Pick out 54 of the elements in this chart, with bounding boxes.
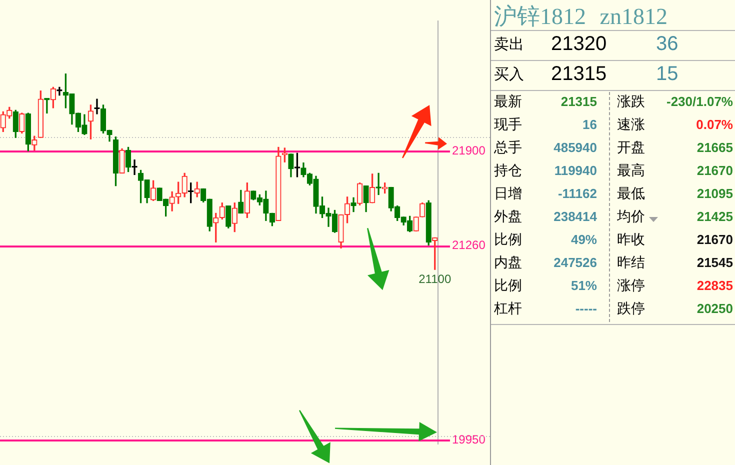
- text: 速涨: [617, 116, 645, 134]
- text: 比例: [494, 277, 522, 295]
- text: 21315: [551, 63, 607, 86]
- text: 16: [582, 117, 597, 132]
- text: 昨结: [617, 254, 645, 272]
- annotation: 21100: [418, 272, 452, 286]
- text: 119940: [554, 163, 597, 178]
- text: -230/1.07%: [666, 94, 733, 109]
- text: 涨停: [617, 277, 645, 295]
- text: 最高: [617, 162, 645, 180]
- text: 开盘: [617, 139, 645, 157]
- text: 21425: [696, 209, 733, 224]
- text: 21095: [696, 186, 733, 201]
- text: 最新: [494, 93, 522, 111]
- text: 外盘: [494, 208, 522, 226]
- text: 沪锌1812 zn1812: [494, 3, 668, 31]
- text: 均价: [617, 208, 645, 226]
- text: 21545: [696, 255, 733, 270]
- text: 485940: [554, 140, 597, 155]
- text: 21665: [696, 140, 733, 155]
- y-tick-label: 19950: [452, 432, 486, 446]
- candlestick: [44, 98, 50, 114]
- text: 20250: [696, 301, 733, 316]
- text: 跌停: [617, 300, 645, 318]
- text: 最低: [617, 185, 645, 203]
- text: 36: [656, 33, 678, 56]
- y-tick-label: 21260: [452, 238, 486, 252]
- text: 21670: [696, 163, 733, 178]
- text: 247526: [554, 255, 597, 270]
- y-tick-label: 21900: [452, 143, 486, 158]
- text: 持仓: [494, 162, 522, 180]
- text: 比例: [494, 231, 522, 249]
- text: 238414: [554, 209, 597, 224]
- text: -----: [575, 301, 597, 316]
- text: 15: [656, 63, 678, 86]
- text: 内盘: [494, 254, 522, 272]
- candlestick: [350, 197, 356, 212]
- text: 现手: [494, 116, 522, 134]
- text: 51%: [570, 278, 597, 293]
- text: 涨跌: [617, 93, 645, 111]
- text: 22835: [696, 278, 733, 293]
- text: 21315: [560, 94, 597, 109]
- text: 日增: [494, 185, 522, 203]
- text: 0.07%: [696, 117, 733, 132]
- text: 21320: [551, 33, 607, 56]
- text: 买入: [494, 65, 524, 84]
- text: 49%: [570, 232, 597, 247]
- text: -11162: [558, 186, 597, 201]
- text: 总手: [494, 139, 522, 157]
- text: 21670: [696, 232, 733, 247]
- text: 杠杆: [494, 300, 522, 318]
- text: 卖出: [494, 35, 524, 54]
- text: 昨收: [617, 231, 645, 249]
- candlestick: [376, 172, 382, 196]
